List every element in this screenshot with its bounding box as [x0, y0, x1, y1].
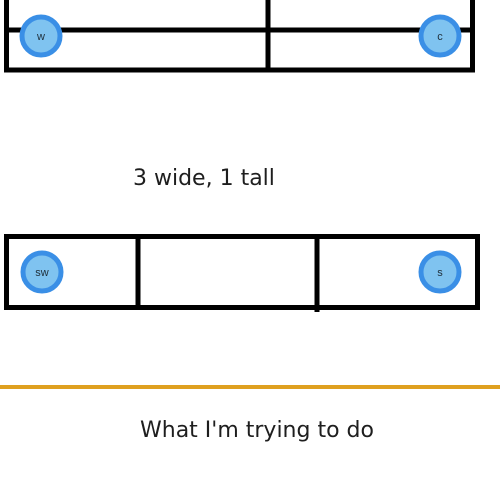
node-s: s: [418, 250, 462, 294]
node-sw: sw: [20, 250, 64, 294]
node-c: c: [418, 14, 462, 58]
node-c-label: c: [437, 31, 443, 43]
node-sw-circle: [20, 250, 64, 294]
bottom-grid: [4, 234, 480, 312]
node-w: w: [19, 14, 63, 58]
node-s-circle: [418, 250, 462, 294]
grid-caption: 3 wide, 1 tall: [133, 166, 275, 191]
node-c-circle: [418, 14, 462, 58]
bottom-caption: What I'm trying to do: [140, 418, 374, 443]
top-grid-outline: [4, 0, 475, 73]
bottom-grid-outline: [4, 234, 480, 310]
node-s-label: s: [437, 267, 443, 279]
top-grid: [4, 0, 475, 73]
node-w-circle: [19, 14, 63, 58]
node-sw-label: sw: [35, 267, 49, 279]
node-w-label: w: [36, 31, 45, 43]
